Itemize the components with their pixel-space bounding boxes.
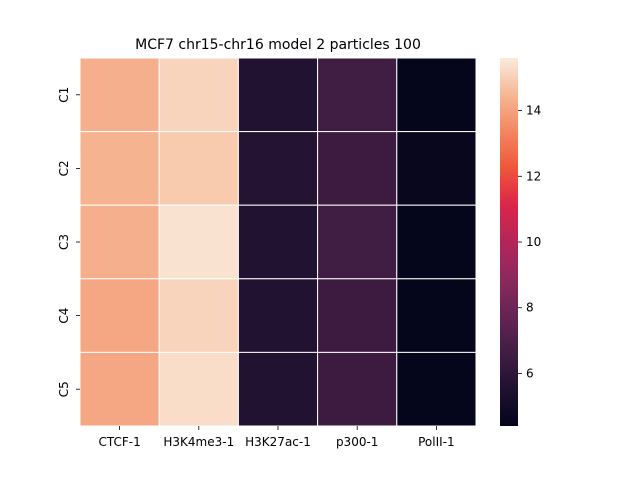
heatmap-cell: [396, 131, 477, 206]
heatmap-cell: [317, 204, 398, 280]
colorbar-tick-label: 14: [526, 104, 541, 118]
heatmap-cell: [317, 278, 398, 353]
heatmap-cell: [317, 351, 398, 427]
colorbar-tick-label: 12: [526, 169, 541, 183]
x-tick-label: PolII-1: [418, 435, 455, 449]
heatmap-cell: [158, 57, 239, 133]
heatmap-cell: [317, 131, 398, 206]
x-tick-label: CTCF-1: [98, 435, 140, 449]
heatmap-cells: [79, 57, 477, 427]
colorbar-tick-label: 8: [526, 301, 534, 315]
heatmap-cell: [79, 57, 160, 133]
x-tick-label: H3K4me3-1: [163, 435, 234, 449]
heatmap-cell: [396, 278, 477, 353]
chart-title: MCF7 chr15-chr16 model 2 particles 100: [135, 37, 421, 53]
colorbar-gradient: [500, 58, 518, 426]
heatmap-cell: [237, 278, 319, 353]
x-tick-label: p300-1: [336, 435, 379, 449]
heatmap-cell: [158, 351, 239, 427]
colorbar-tick-label: 10: [526, 235, 541, 249]
heatmap-cell: [79, 278, 160, 353]
heatmap-cell: [317, 57, 398, 133]
heatmap-cell: [158, 204, 239, 280]
heatmap-cell: [237, 351, 319, 427]
x-tick-label: H3K27ac-1: [245, 435, 311, 449]
heatmap-cell: [237, 57, 319, 133]
y-tick-label: C4: [57, 308, 71, 324]
x-tick-labels: CTCF-1 H3K4me3-1 H3K27ac-1 p300-1 PolII-1: [98, 426, 455, 449]
heatmap-cell: [237, 131, 319, 206]
colorbar-tick-label: 6: [526, 366, 534, 380]
heatmap-cell: [79, 204, 160, 280]
heatmap-cell: [396, 204, 477, 280]
y-tick-label: C1: [57, 87, 71, 103]
heatmap-cell: [79, 131, 160, 206]
heatmap-cell: [79, 351, 160, 427]
heatmap-cell: [158, 278, 239, 353]
y-tick-label: C2: [57, 160, 71, 176]
heatmap-cell: [237, 204, 319, 280]
y-tick-label: C3: [57, 234, 71, 250]
heatmap-cell: [396, 57, 477, 133]
heatmap-cell: [396, 351, 477, 427]
y-tick-labels: C1 C2 C3 C4 C5: [57, 87, 80, 397]
y-tick-label: C5: [57, 381, 71, 397]
colorbar: 6 8 10 12 14: [500, 58, 541, 426]
heatmap-cell: [158, 131, 239, 206]
